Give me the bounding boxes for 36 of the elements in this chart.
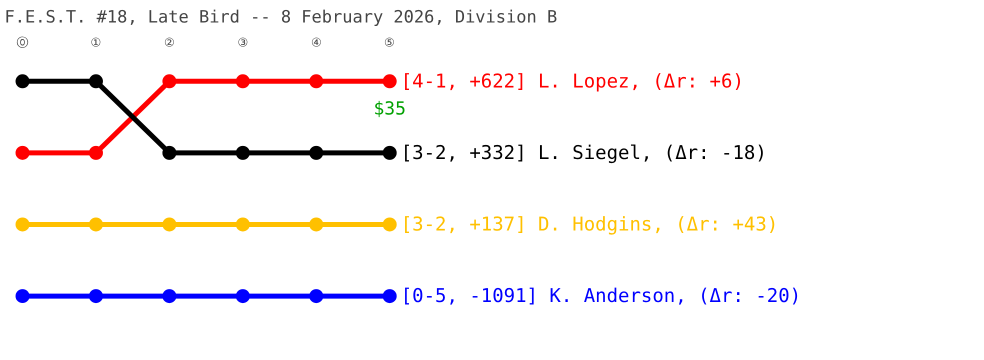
x-tick-label: ⑤ [384, 36, 396, 50]
series-label: [4-1, +622] L. Lopez, (Δr: +6) [400, 70, 744, 92]
point [309, 217, 324, 232]
point [236, 289, 250, 304]
point [382, 74, 397, 88]
x-tick-label: ③ [237, 36, 248, 50]
x-tick-label: ④ [310, 36, 322, 50]
point [382, 289, 397, 304]
point [162, 289, 176, 304]
point [16, 74, 30, 88]
chart-title: F.E.S.T. #18, Late Bird -- 8 February 2026, Division B [4, 8, 558, 28]
point [309, 74, 324, 88]
point [309, 289, 324, 304]
point [16, 289, 30, 304]
point [382, 217, 397, 232]
series-label: [0-5, -1091] K. Anderson, (Δr: -20) [400, 285, 802, 308]
x-tick-label: ⓪ [16, 36, 29, 50]
series-label: [3-2, +137] D. Hodgins, (Δr: +43) [400, 213, 778, 236]
point [236, 146, 250, 160]
point [88, 74, 103, 88]
point [16, 217, 30, 232]
point [88, 217, 103, 232]
point [88, 146, 103, 160]
point [236, 74, 250, 88]
x-tick-label: ② [164, 36, 175, 50]
point [16, 146, 30, 160]
point [162, 146, 176, 160]
series-label: [3-2, +332] L. Siegel, (Δr: -18) [400, 142, 767, 164]
x-tick-label: ① [90, 36, 102, 50]
point [236, 217, 250, 232]
annotation: $35 [373, 98, 406, 120]
point [162, 217, 176, 232]
point [162, 74, 176, 88]
point [382, 146, 397, 160]
point [88, 289, 103, 304]
point [309, 146, 324, 160]
